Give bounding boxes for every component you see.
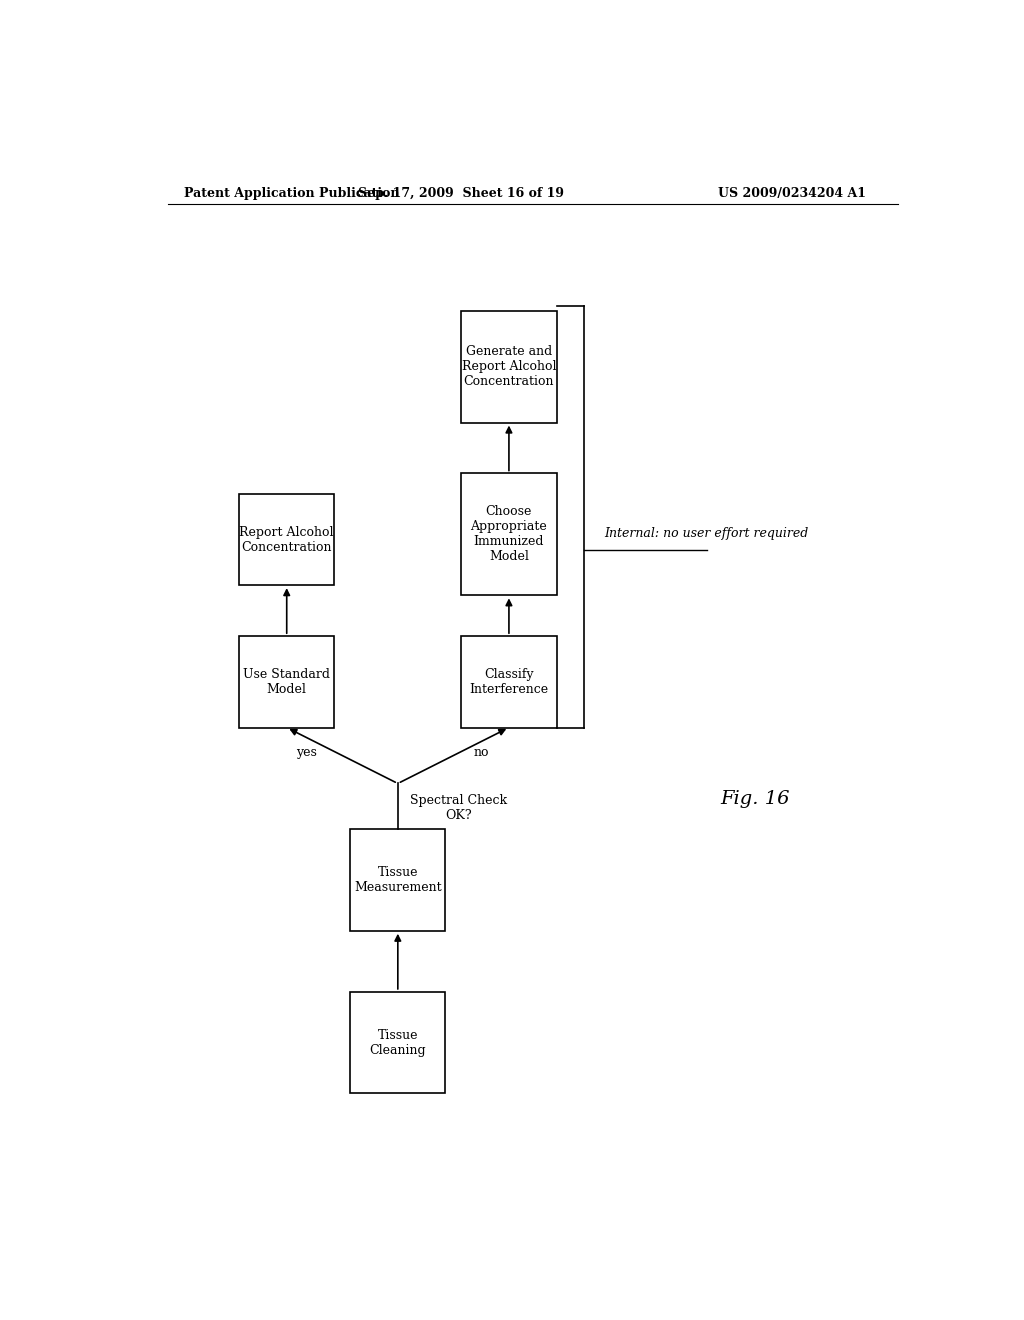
FancyBboxPatch shape bbox=[461, 474, 557, 595]
Text: Classify
Interference: Classify Interference bbox=[469, 668, 549, 696]
Text: Tissue
Cleaning: Tissue Cleaning bbox=[370, 1028, 426, 1057]
Text: Use Standard
Model: Use Standard Model bbox=[244, 668, 330, 696]
FancyBboxPatch shape bbox=[240, 494, 334, 585]
FancyBboxPatch shape bbox=[461, 312, 557, 422]
FancyBboxPatch shape bbox=[350, 991, 445, 1093]
FancyBboxPatch shape bbox=[350, 829, 445, 931]
Text: no: no bbox=[473, 747, 488, 759]
Text: Generate and
Report Alcohol
Concentration: Generate and Report Alcohol Concentratio… bbox=[462, 346, 556, 388]
Text: Choose
Appropriate
Immunized
Model: Choose Appropriate Immunized Model bbox=[471, 506, 547, 564]
FancyBboxPatch shape bbox=[461, 636, 557, 727]
Text: Tissue
Measurement: Tissue Measurement bbox=[354, 866, 441, 894]
Text: Patent Application Publication: Patent Application Publication bbox=[183, 187, 399, 201]
Text: Internal: no user effort required: Internal: no user effort required bbox=[604, 527, 808, 540]
Text: Fig. 16: Fig. 16 bbox=[720, 789, 790, 808]
Text: Report Alcohol
Concentration: Report Alcohol Concentration bbox=[240, 525, 334, 553]
Text: Spectral Check
OK?: Spectral Check OK? bbox=[410, 793, 507, 821]
FancyBboxPatch shape bbox=[240, 636, 334, 727]
Text: Sep. 17, 2009  Sheet 16 of 19: Sep. 17, 2009 Sheet 16 of 19 bbox=[358, 187, 564, 201]
Text: US 2009/0234204 A1: US 2009/0234204 A1 bbox=[718, 187, 866, 201]
Text: yes: yes bbox=[296, 747, 317, 759]
